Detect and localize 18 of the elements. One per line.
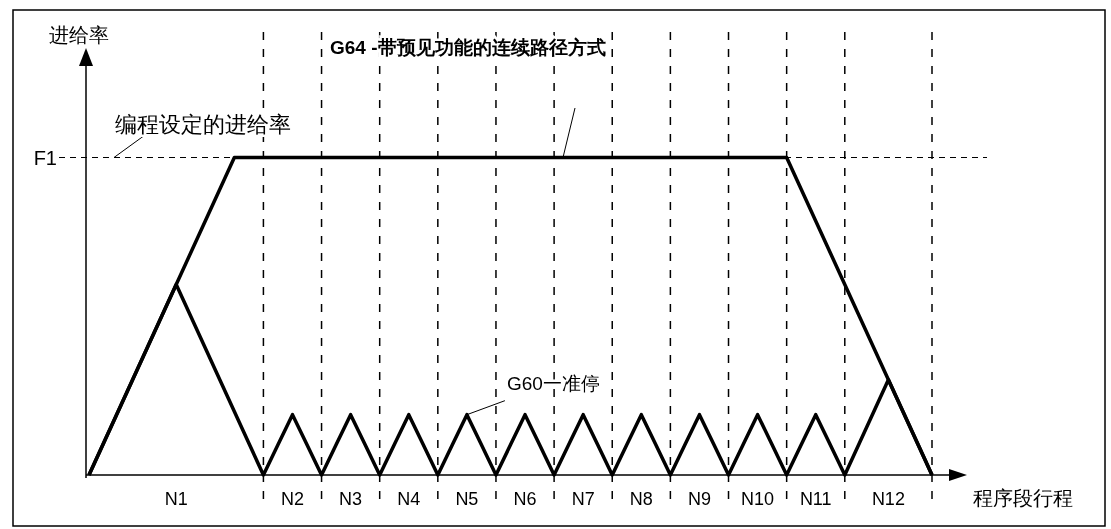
x-tick-label: N9 [687, 489, 711, 509]
x-tick-label: N6 [513, 489, 537, 509]
text: G64 -带预见功能的连续路径方式 [330, 37, 606, 58]
x-tick-label: N11 [799, 489, 832, 509]
text: 编程设定的进给率 [115, 112, 291, 137]
text: 进给率 [49, 24, 109, 46]
x-tick-label: N12 [871, 489, 905, 509]
ref-line-label: F1 [33, 146, 57, 169]
x-tick-label: N1 [164, 489, 188, 509]
annotation: G60一准停 [506, 372, 600, 394]
x-axis-title: 程序段行程 [973, 487, 1073, 509]
x-tick-label: N8 [629, 489, 653, 509]
x-tick-label: N4 [397, 489, 421, 509]
x-tick-label: N2 [280, 489, 304, 509]
x-tick-label: N3 [339, 489, 363, 509]
x-tick-label: N7 [571, 489, 595, 509]
x-tick-label: N10 [741, 489, 775, 509]
x-tick-label: N5 [455, 489, 479, 509]
